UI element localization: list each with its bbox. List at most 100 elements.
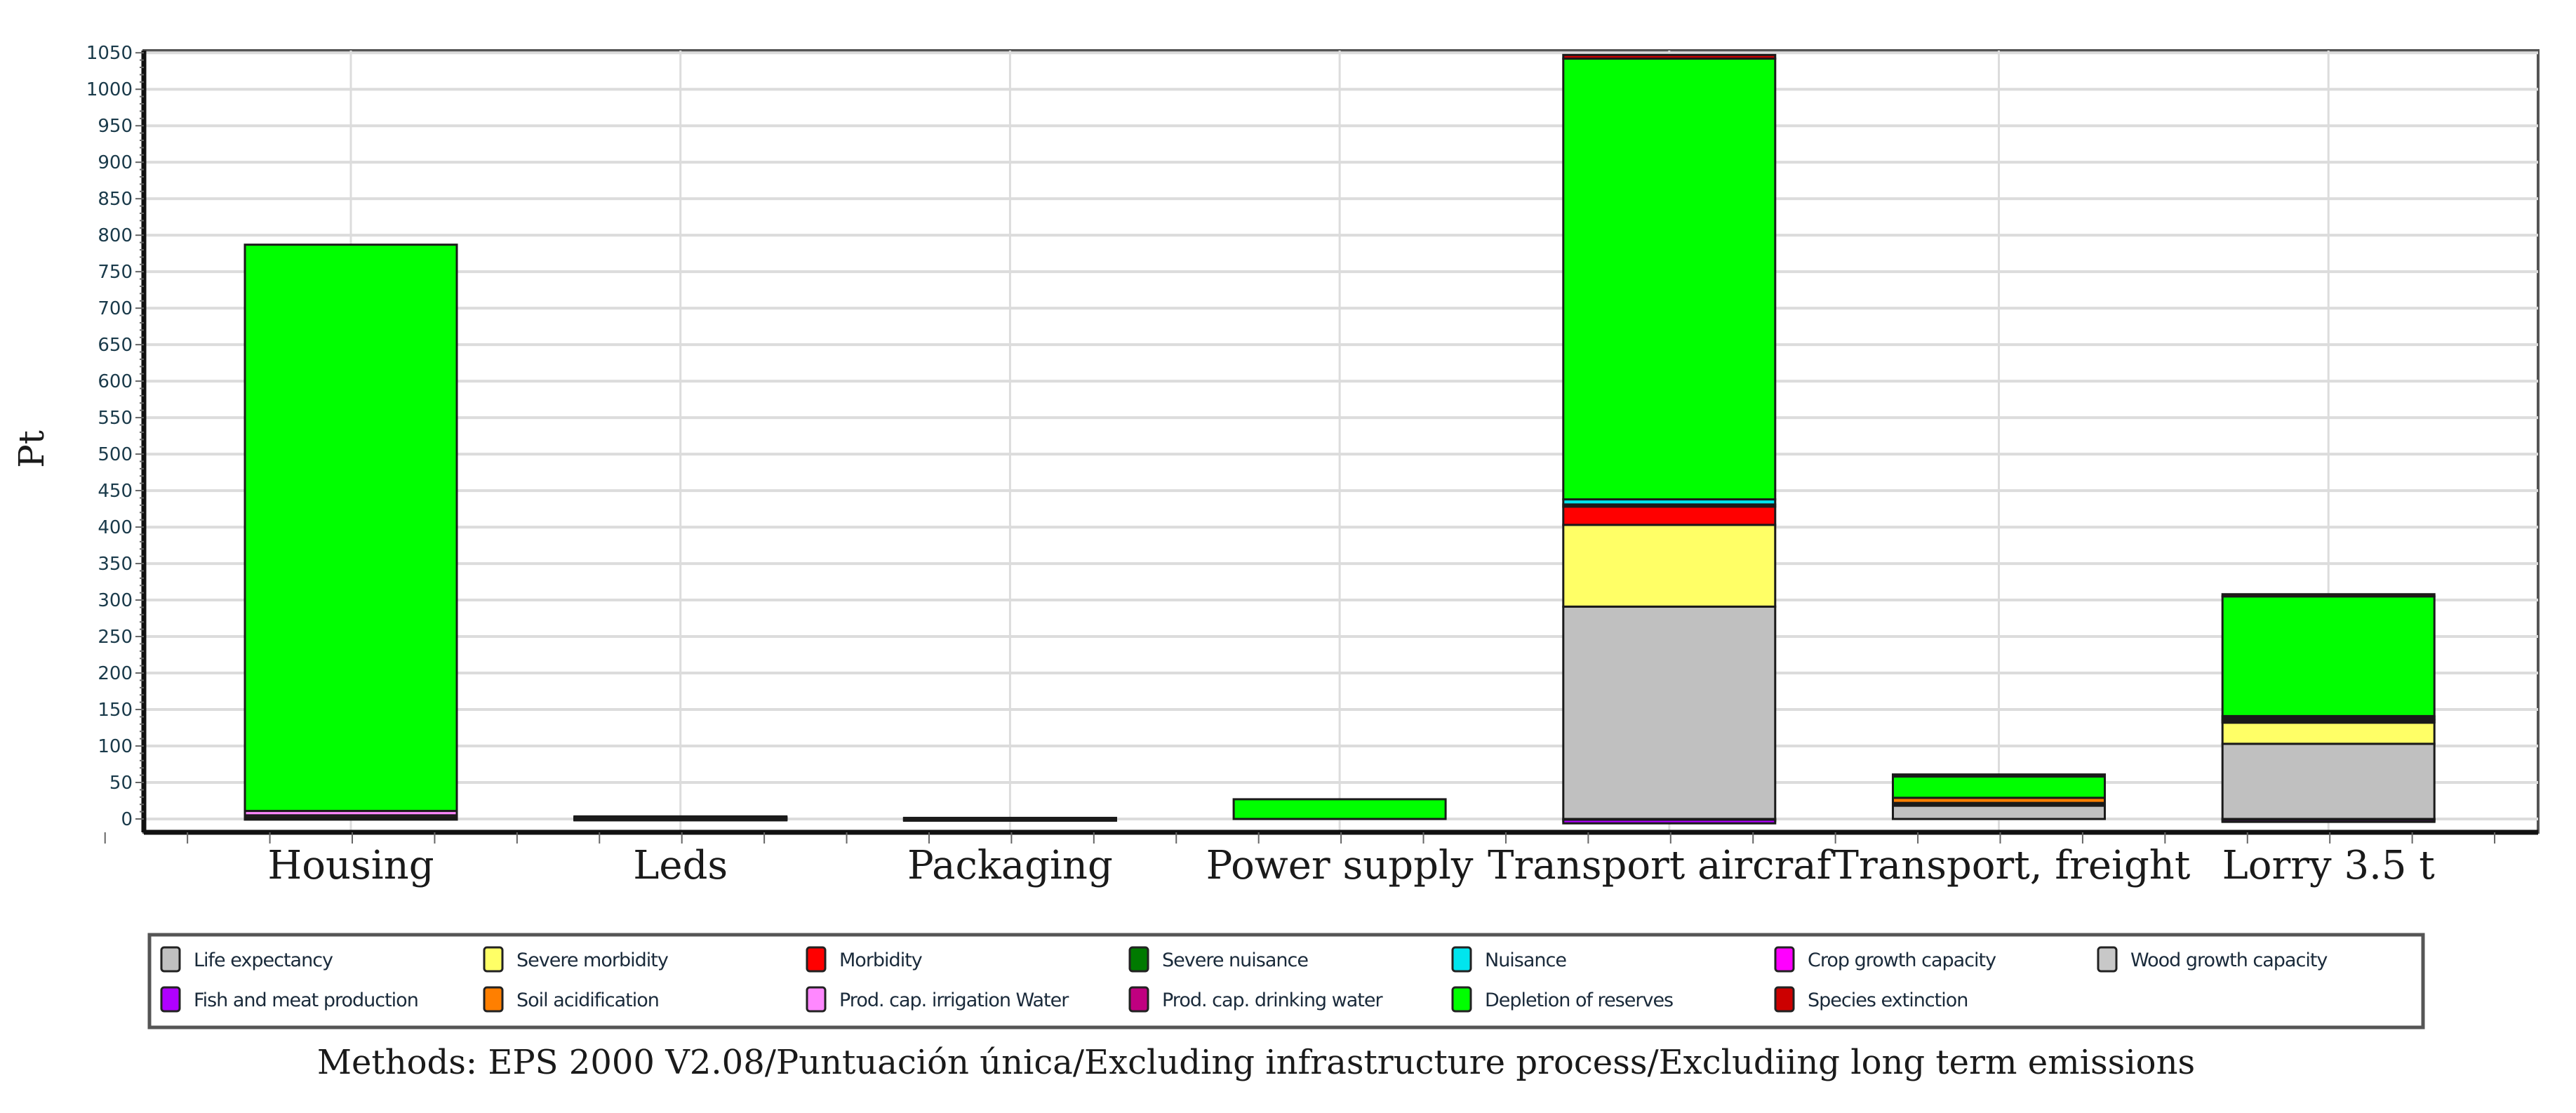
x-tick-label: Transport, freight bbox=[1833, 843, 2191, 888]
legend-item: Severe morbidity bbox=[483, 946, 669, 973]
y-tick-label: 400 bbox=[98, 517, 133, 538]
y-tick-label: 350 bbox=[98, 554, 133, 575]
legend-item: Fish and meat production bbox=[160, 986, 419, 1013]
x-axis-labels: Housing Leds Packaging Power supply Transpor… bbox=[267, 843, 2435, 888]
bar-segment bbox=[2221, 818, 2436, 823]
legend-item: Life expectancy bbox=[160, 946, 334, 973]
bar-segment bbox=[1562, 505, 1777, 526]
legend-label: Depletion of reserves bbox=[1485, 989, 1673, 1011]
y-tick-label: 750 bbox=[98, 262, 133, 283]
bar-segment bbox=[902, 816, 1117, 821]
y-tick-label: 950 bbox=[98, 116, 133, 137]
bar-transport-aircraf bbox=[1562, 53, 1777, 825]
legend-label: Wood growth capacity bbox=[2130, 949, 2328, 971]
legend-swatch bbox=[1774, 946, 1795, 973]
legend-swatch bbox=[483, 986, 504, 1013]
legend-swatch bbox=[1774, 986, 1795, 1013]
y-tick-label: 1050 bbox=[86, 43, 133, 64]
legend-label: Nuisance bbox=[1485, 949, 1566, 971]
y-tick-label: 1000 bbox=[86, 79, 133, 100]
bar-segment bbox=[2221, 595, 2436, 717]
bar-transport-freight bbox=[1892, 773, 2106, 820]
bar-segment bbox=[1562, 524, 1777, 608]
legend-item: Soil acidification bbox=[483, 986, 660, 1013]
bar-housing bbox=[243, 244, 458, 821]
x-tick-label: Packaging bbox=[907, 843, 1113, 888]
legend: Life expectancy Severe morbidity Morbidity… bbox=[147, 933, 2425, 1029]
y-tick-label: 300 bbox=[98, 590, 133, 611]
plot-frame bbox=[142, 49, 2540, 834]
y-tick-label: 250 bbox=[98, 627, 133, 648]
y-tick-label: 700 bbox=[98, 298, 133, 319]
legend-label: Morbidity bbox=[839, 949, 923, 971]
legend-item: Species extinction bbox=[1774, 986, 1968, 1013]
legend-label: Species extinction bbox=[1808, 989, 1968, 1011]
bar-segment bbox=[1562, 58, 1777, 501]
legend-box bbox=[147, 933, 2425, 1029]
legend-item: Nuisance bbox=[1451, 946, 1567, 973]
axes bbox=[104, 51, 2538, 844]
y-tick-label: 200 bbox=[98, 663, 133, 684]
y-tick-label: 150 bbox=[98, 700, 133, 721]
bar-segment bbox=[2221, 742, 2436, 820]
x-tick-label: Leds bbox=[633, 843, 728, 888]
bar-segment bbox=[2221, 593, 2436, 598]
y-tick-label: 500 bbox=[98, 444, 133, 465]
methods-caption: Methods: EPS 2000 V2.08/Puntuación única… bbox=[317, 1043, 2195, 1082]
legend-swatch bbox=[1451, 986, 1472, 1013]
legend-item: Depletion of reserves bbox=[1451, 986, 1674, 1013]
x-tick-label: Power supply bbox=[1206, 843, 1474, 888]
y-tick-label: 0 bbox=[121, 809, 133, 830]
bar-segment bbox=[1562, 53, 1777, 60]
legend-item: Prod. cap. drinking water bbox=[1128, 986, 1384, 1013]
legend-label: Fish and meat production bbox=[194, 989, 418, 1011]
bar-packaging bbox=[902, 816, 1117, 822]
bar-leds bbox=[573, 815, 788, 822]
x-tick-label: Housing bbox=[267, 843, 434, 888]
legend-item: Morbidity bbox=[806, 946, 923, 973]
legend-item: Severe nuisance bbox=[1128, 946, 1309, 973]
bar-segment bbox=[2221, 721, 2436, 745]
y-tick-label: 650 bbox=[98, 335, 133, 356]
legend-swatch bbox=[2097, 946, 2118, 973]
legend-swatch bbox=[160, 986, 181, 1013]
bar-segment bbox=[1892, 775, 2106, 799]
legend-swatch bbox=[806, 946, 827, 973]
legend-swatch bbox=[1451, 946, 1472, 973]
legend-swatch bbox=[483, 946, 504, 973]
legend-label: Severe nuisance bbox=[1162, 949, 1308, 971]
bar-segment bbox=[1892, 773, 2106, 778]
y-tick-label: 100 bbox=[98, 736, 133, 757]
y-tick-label: 550 bbox=[98, 408, 133, 429]
bar-segment bbox=[1562, 605, 1777, 820]
bar-segment bbox=[573, 815, 788, 820]
bar-lorry-3-5-t bbox=[2221, 593, 2436, 823]
legend-label: Soil acidification bbox=[516, 989, 659, 1011]
legend-item: Wood growth capacity bbox=[2097, 946, 2328, 973]
bar-power-supply bbox=[1232, 798, 1447, 820]
bar-segment bbox=[243, 244, 458, 813]
legend-label: Severe morbidity bbox=[516, 949, 669, 971]
y-axis-ticks: 0 50 100 150 200 250 300 350 400 450 500 550 600 650 7… bbox=[86, 43, 133, 830]
legend-label: Crop growth capacity bbox=[1808, 949, 1996, 971]
legend-label: Life expectancy bbox=[194, 949, 333, 971]
legend-label: Prod. cap. irrigation Water bbox=[839, 989, 1069, 1011]
legend-swatch bbox=[160, 946, 181, 973]
x-tick-label: Transport aircraf bbox=[1488, 843, 1834, 888]
y-tick-label: 850 bbox=[98, 189, 133, 210]
bar-segment bbox=[1232, 798, 1447, 820]
y-tick-label: 450 bbox=[98, 481, 133, 502]
y-tick-label: 800 bbox=[98, 225, 133, 246]
legend-item: Prod. cap. irrigation Water bbox=[806, 986, 1070, 1013]
legend-swatch bbox=[806, 986, 827, 1013]
legend-label: Prod. cap. drinking water bbox=[1162, 989, 1383, 1011]
plot-area bbox=[142, 49, 2540, 834]
y-tick-label: 900 bbox=[98, 152, 133, 173]
bar-segment bbox=[1562, 818, 1777, 825]
y-tick-label: 600 bbox=[98, 371, 133, 392]
bar-segment bbox=[1892, 804, 2106, 820]
y-tick-label: 50 bbox=[109, 773, 133, 794]
legend-swatch bbox=[1128, 986, 1149, 1013]
x-tick-label: Lorry 3.5 t bbox=[2222, 843, 2436, 888]
